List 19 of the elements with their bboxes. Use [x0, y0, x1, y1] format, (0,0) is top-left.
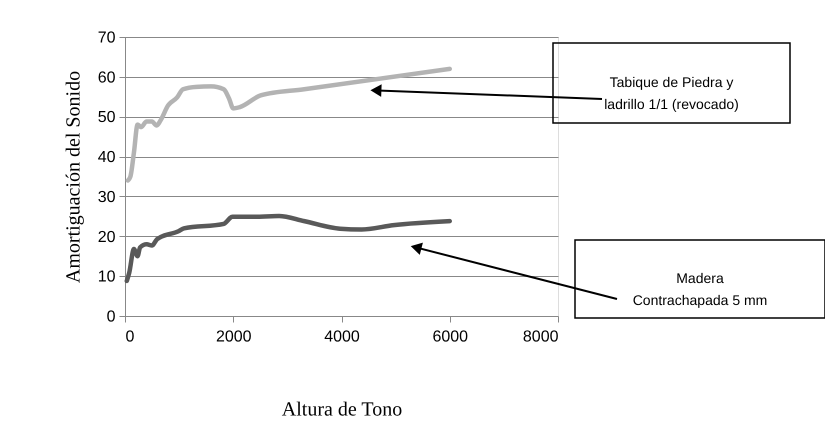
x-tick-label: 0	[126, 328, 134, 346]
y-tick-label: 0	[106, 308, 116, 326]
x-axis-title: Altura de Tono	[282, 398, 402, 420]
y-tick-label: 20	[98, 228, 116, 246]
y-tick-label: 30	[98, 188, 116, 206]
y-tick-label: 70	[98, 30, 116, 46]
y-axis-title: Amortiguación del Sonido	[62, 70, 85, 284]
annotation: Madera Contrachapada 5 mm	[632, 270, 768, 308]
y-tick-label: 60	[98, 69, 116, 86]
line-series	[124, 214, 452, 284]
x-tick-label: 6000	[432, 328, 468, 346]
line-series	[126, 66, 452, 183]
x-tick-label: 2000	[216, 328, 252, 346]
y-tick-label: 40	[98, 149, 116, 166]
y-tick-label: 10	[98, 268, 116, 286]
x-tick-label: 4000	[324, 328, 360, 346]
y-tick-label: 50	[98, 109, 116, 126]
x-tick-label: 8000	[522, 328, 559, 346]
annotation: Tabique de Piedra y ladrillo 1/1 (revocado)	[604, 74, 739, 112]
